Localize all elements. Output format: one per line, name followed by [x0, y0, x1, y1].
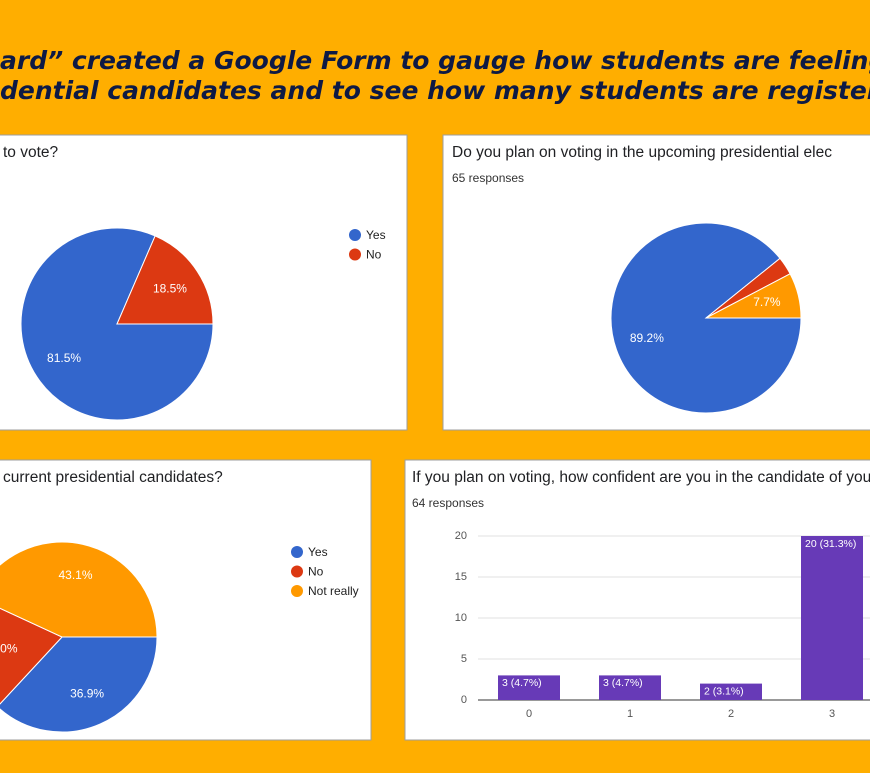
slice-label: 36.9%: [70, 687, 104, 701]
chart-subtitle: 65 responses: [452, 171, 524, 185]
slice-label: 89.2%: [630, 331, 664, 345]
x-tick-label: 2: [728, 708, 734, 720]
legend-label: No: [308, 565, 324, 579]
bar-label: 20 (31.3%): [805, 538, 856, 550]
pie-slice: [0, 636, 158, 733]
legend-swatch: [291, 585, 303, 597]
bar: [498, 675, 560, 700]
bar: [700, 683, 762, 700]
y-tick-label: 10: [455, 612, 467, 624]
legend-swatch: [291, 565, 303, 578]
bar-label: 3 (4.7%): [603, 677, 643, 689]
legend-swatch: [349, 229, 361, 241]
x-tick-label: 0: [526, 708, 532, 720]
y-tick-label: 5: [461, 653, 467, 665]
bar: [599, 675, 661, 700]
x-tick-label: 1: [627, 708, 633, 720]
chart-title: to vote?: [3, 144, 59, 161]
chart-subtitle: 64 responses: [412, 496, 484, 510]
chart-title: If you plan on voting, how confident are…: [412, 469, 870, 486]
legend-label: Yes: [308, 545, 328, 559]
bar-label: 3 (4.7%): [502, 677, 542, 689]
bar: [801, 536, 863, 700]
pie-slice: [0, 607, 63, 705]
headline: dential candidates and to see how many s…: [0, 76, 870, 105]
chart-title: current presidential candidates?: [3, 469, 223, 486]
x-tick-label: 3: [829, 708, 835, 720]
slice-label: 43.1%: [58, 568, 92, 582]
legend-swatch: [349, 248, 361, 261]
pie-slice: [705, 273, 802, 319]
legend-label: Not really: [308, 584, 359, 598]
slice-label: 20.0%: [0, 641, 18, 655]
pie-slice: [116, 235, 214, 325]
legend-label: Yes: [366, 228, 386, 242]
bar-label: 2 (3.1%): [704, 685, 744, 697]
y-tick-label: 20: [455, 530, 467, 542]
legend-swatch: [291, 546, 303, 558]
slice-label: 18.5%: [153, 281, 187, 295]
headline: ard” created a Google Form to gauge how …: [0, 46, 870, 75]
legend-label: No: [366, 248, 382, 262]
pie-slice: [20, 227, 214, 421]
y-tick-label: 15: [455, 571, 467, 583]
chart-title: Do you plan on voting in the upcoming pr…: [452, 144, 832, 161]
slice-label: 7.7%: [753, 295, 781, 309]
slice-label: 81.5%: [47, 351, 81, 365]
y-tick-label: 0: [461, 694, 467, 706]
pie-slice: [0, 541, 158, 638]
